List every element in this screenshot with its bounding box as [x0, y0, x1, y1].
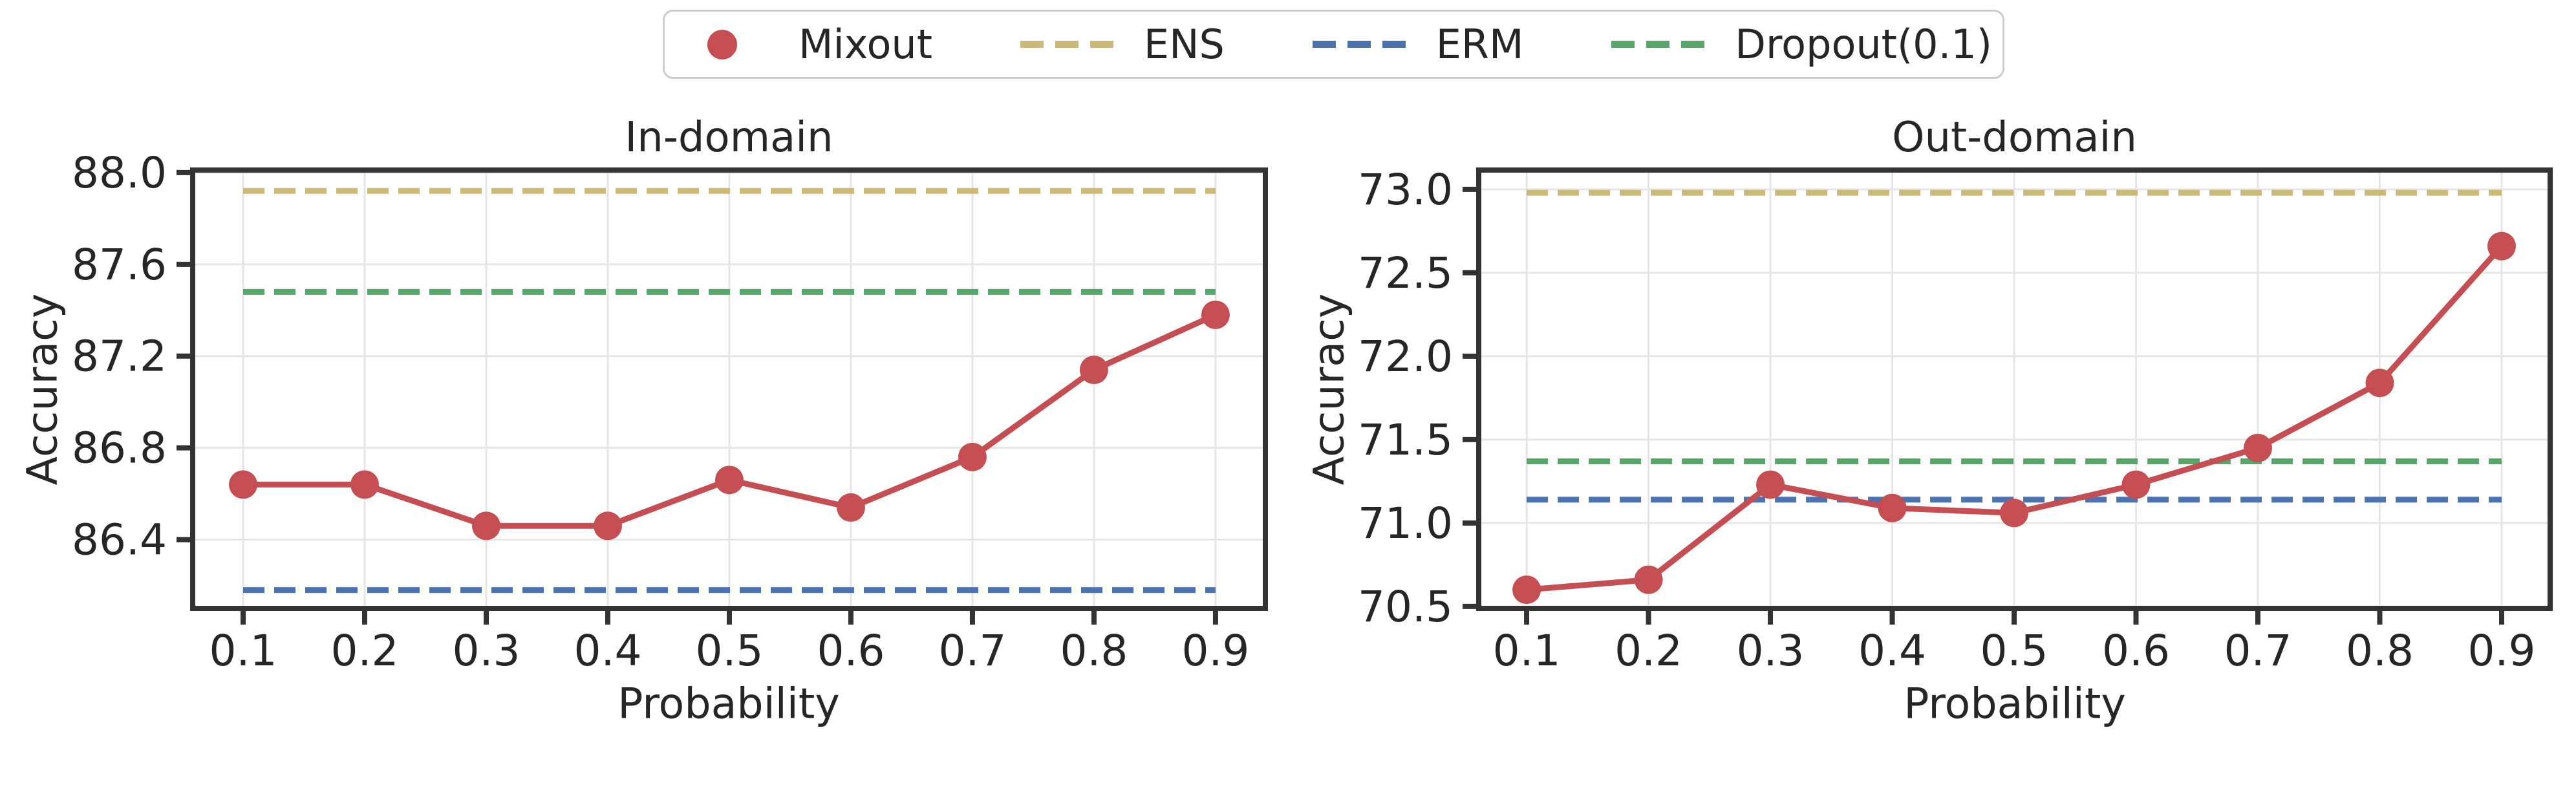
- legend-label: ENS: [1143, 20, 1225, 68]
- mixout-marker: [229, 470, 258, 499]
- mixout-marker: [2365, 369, 2394, 398]
- legend-marker-icon: [675, 29, 769, 59]
- x-tick-label: 0.1: [1493, 626, 1561, 676]
- legend: Mixout ENS ERM Dropout(0.1): [663, 10, 2004, 79]
- mixout-marker: [593, 511, 622, 541]
- x-tick-label: 0.5: [1980, 626, 2048, 676]
- x-tick-label: 0.9: [1181, 626, 1249, 676]
- mixout-marker: [471, 511, 500, 541]
- x-tick-label: 0.9: [2467, 626, 2535, 676]
- legend-label: Mixout: [799, 20, 933, 68]
- mixout-marker: [2244, 433, 2273, 462]
- marker-dot: [707, 29, 737, 59]
- y-tick-label: 73.0: [1358, 165, 1453, 215]
- y-tick-label: 87.6: [72, 240, 167, 290]
- x-tick-label: 0.7: [938, 626, 1006, 676]
- x-tick-label: 0.5: [695, 626, 763, 676]
- x-tick-label: 0.8: [2346, 626, 2414, 676]
- left-y-axis-label: Accuracy: [18, 293, 67, 486]
- y-tick-label: 70.5: [1358, 582, 1453, 632]
- legend-item-erm: ERM: [1312, 20, 1524, 68]
- x-tick-label: 0.3: [1737, 626, 1805, 676]
- mixout-marker: [2121, 470, 2151, 499]
- y-tick-label: 88.0: [72, 148, 167, 198]
- mixout-marker: [1201, 300, 1230, 329]
- legend-label: ERM: [1435, 20, 1524, 68]
- y-tick-label: 72.0: [1358, 332, 1453, 381]
- x-tick-label: 0.4: [574, 626, 641, 676]
- right-x-axis-label: Probability: [1904, 680, 2126, 729]
- x-tick-label: 0.7: [2224, 626, 2292, 676]
- axes-spines: [1476, 167, 2553, 611]
- mixout-marker: [350, 470, 380, 499]
- x-tick-label: 0.4: [1858, 626, 1926, 676]
- x-tick-label: 0.2: [1615, 626, 1682, 676]
- mixout-marker: [2000, 499, 2029, 528]
- dash-line: [1312, 41, 1406, 48]
- mixout-marker: [1512, 575, 1541, 605]
- legend-dash-icon: [1020, 41, 1114, 48]
- legend-item-mixout: Mixout: [675, 20, 933, 68]
- mixout-marker: [1079, 356, 1108, 385]
- mixout-marker: [2487, 231, 2516, 261]
- left-plot-axes: 0.1 0.2 0.3 0.4 0.5 0.6 0.7 0.8 0.9 88.0 87.6 87.2 8…: [72, 148, 1268, 676]
- y-tick-label: 86.8: [72, 424, 167, 473]
- dash-line: [1020, 41, 1114, 48]
- legend-dash-icon: [1312, 41, 1406, 48]
- y-tick-label: 86.4: [72, 515, 167, 565]
- mixout-marker: [836, 493, 865, 522]
- left-x-axis-label: Probability: [617, 680, 840, 729]
- mixout-marker: [1878, 493, 1907, 522]
- x-tick-label: 0.6: [2102, 626, 2170, 676]
- legend-item-dropout-0-1: Dropout(0.1): [1611, 20, 1992, 68]
- dash-line: [1611, 41, 1706, 48]
- legend-label: Dropout(0.1): [1735, 20, 1992, 68]
- y-tick-label: 71.0: [1358, 499, 1453, 548]
- legend-dash-icon: [1611, 41, 1706, 48]
- x-tick-label: 0.2: [331, 626, 399, 676]
- y-tick-label: 87.2: [72, 332, 167, 381]
- x-tick-label: 0.3: [453, 626, 521, 676]
- legend-item-ens: ENS: [1020, 20, 1225, 68]
- right-plot-axes: 0.1 0.2 0.3 0.4 0.5 0.6 0.7 0.8 0.9 73.0 72.5 72.0 7…: [1358, 165, 2553, 676]
- mixout-marker: [1756, 470, 1785, 499]
- left-plot-title: In-domain: [625, 114, 833, 162]
- x-tick-label: 0.8: [1060, 626, 1128, 676]
- y-tick-label: 72.5: [1358, 248, 1453, 298]
- x-tick-label: 0.1: [209, 626, 277, 676]
- axes-spines: [190, 167, 1268, 611]
- right-y-axis-label: Accuracy: [1305, 293, 1354, 486]
- x-tick-label: 0.6: [817, 626, 885, 676]
- mixout-marker: [714, 466, 744, 495]
- right-plot-title: Out-domain: [1892, 114, 2137, 162]
- mixout-marker: [1634, 565, 1663, 594]
- mixout-marker: [958, 442, 987, 471]
- y-tick-label: 71.5: [1358, 415, 1453, 465]
